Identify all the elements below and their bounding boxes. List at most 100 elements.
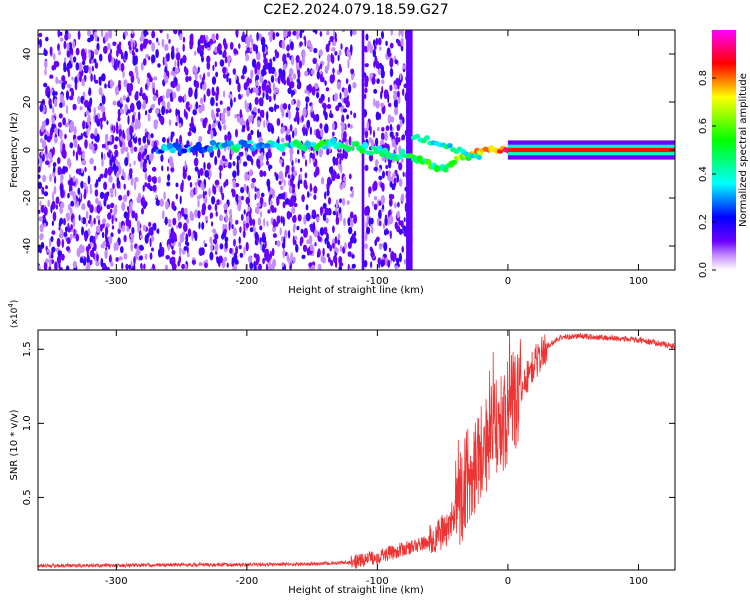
noise-speckle: [99, 117, 104, 123]
noise-speckle: [122, 70, 125, 79]
noise-speckle: [353, 230, 357, 237]
noise-speckle: [57, 43, 60, 52]
noise-speckle: [373, 88, 378, 94]
noise-speckle: [294, 157, 298, 164]
noise-speckle: [152, 184, 157, 192]
noise-speckle: [393, 99, 398, 108]
noise-speckle: [222, 38, 227, 47]
noise-speckle: [307, 90, 310, 96]
noise-speckle: [124, 30, 129, 37]
noise-speckle: [260, 151, 264, 162]
noise-speckle: [106, 120, 109, 125]
noise-speckle: [350, 110, 353, 116]
noise-speckle: [309, 244, 314, 252]
noise-speckle: [301, 149, 304, 158]
noise-speckle: [48, 151, 52, 160]
noise-speckle: [148, 227, 153, 235]
noise-speckle: [89, 188, 93, 195]
noise-speckle: [179, 33, 183, 41]
noise-speckle: [401, 135, 404, 141]
noise-speckle: [237, 82, 241, 93]
noise-speckle: [101, 143, 106, 149]
noise-speckle: [337, 173, 340, 179]
noise-speckle: [112, 100, 117, 106]
noise-speckle: [228, 77, 232, 86]
noise-speckle: [296, 30, 299, 40]
noise-speckle: [144, 128, 148, 133]
noise-speckle: [80, 168, 84, 174]
noise-speckle: [56, 237, 61, 248]
noise-speckle: [348, 83, 352, 94]
noise-speckle: [365, 206, 369, 216]
noise-speckle: [350, 44, 353, 54]
noise-speckle: [53, 53, 56, 61]
noise-speckle: [151, 234, 155, 242]
snr-x-label: Height of straight line (km): [288, 585, 424, 596]
noise-speckle: [301, 194, 305, 203]
noise-speckle: [146, 72, 151, 79]
spectrogram-y-axis: -40 -20 0 20 40: [22, 48, 675, 254]
noise-speckle: [227, 134, 232, 142]
noise-speckle: [101, 73, 106, 82]
noise-speckle: [81, 245, 85, 253]
noise-speckle: [287, 174, 291, 179]
noise-speckle: [242, 31, 245, 42]
noise-speckle: [126, 133, 131, 142]
noise-speckle: [296, 99, 301, 109]
noise-speckle: [266, 220, 269, 227]
noise-speckle: [318, 49, 323, 57]
noise-speckle: [326, 253, 330, 258]
noise-speckle: [293, 202, 298, 208]
noise-speckle: [83, 69, 89, 74]
noise-speckle: [363, 260, 368, 268]
noise-speckle: [255, 206, 260, 215]
noise-speckle: [235, 182, 240, 188]
noise-speckle: [58, 221, 62, 227]
noise-speckle: [260, 36, 266, 47]
noise-speckle: [200, 117, 204, 122]
noise-speckle: [210, 131, 214, 140]
y-tick-label: -40: [22, 238, 33, 254]
noise-speckle: [299, 41, 303, 47]
noise-speckle: [348, 51, 352, 61]
noise-speckle: [50, 259, 55, 264]
noise-speckle: [108, 235, 113, 244]
noise-speckle: [198, 222, 201, 230]
noise-speckle: [241, 151, 244, 156]
noise-speckle: [284, 197, 289, 205]
noise-speckle: [95, 225, 101, 233]
noise-speckle: [166, 138, 170, 144]
spectral-branch-point: [424, 135, 430, 141]
noise-speckle: [128, 207, 133, 213]
noise-speckle: [176, 52, 181, 61]
noise-speckle: [72, 218, 76, 228]
noise-speckle: [223, 256, 228, 262]
noise-speckle: [103, 116, 107, 122]
noise-speckle: [381, 30, 384, 40]
noise-speckle: [262, 257, 265, 265]
noise-speckle: [178, 241, 182, 248]
noise-speckle: [272, 31, 276, 41]
noise-speckle: [81, 226, 84, 236]
noise-speckle: [157, 41, 160, 46]
noise-speckle: [43, 191, 49, 197]
noise-speckle: [265, 84, 270, 94]
noise-speckle: [203, 93, 206, 103]
noise-speckle: [151, 42, 156, 52]
y-tick-label: 0.5: [22, 489, 33, 505]
noise-speckle: [329, 74, 334, 84]
noise-speckle: [349, 267, 353, 270]
noise-speckle: [178, 122, 182, 129]
noise-speckle: [151, 30, 156, 39]
noise-speckle: [198, 262, 203, 267]
noise-speckle: [317, 248, 321, 258]
noise-speckle: [256, 190, 261, 199]
noise-speckle: [286, 128, 291, 135]
colorbar-tick-label: 0.2: [698, 214, 709, 230]
y-tick-label: -20: [22, 190, 33, 206]
noise-speckle: [164, 57, 167, 63]
noise-speckle: [375, 111, 380, 121]
noise-speckle: [232, 161, 236, 167]
noise-speckle: [148, 132, 151, 141]
noise-speckle: [89, 58, 92, 64]
